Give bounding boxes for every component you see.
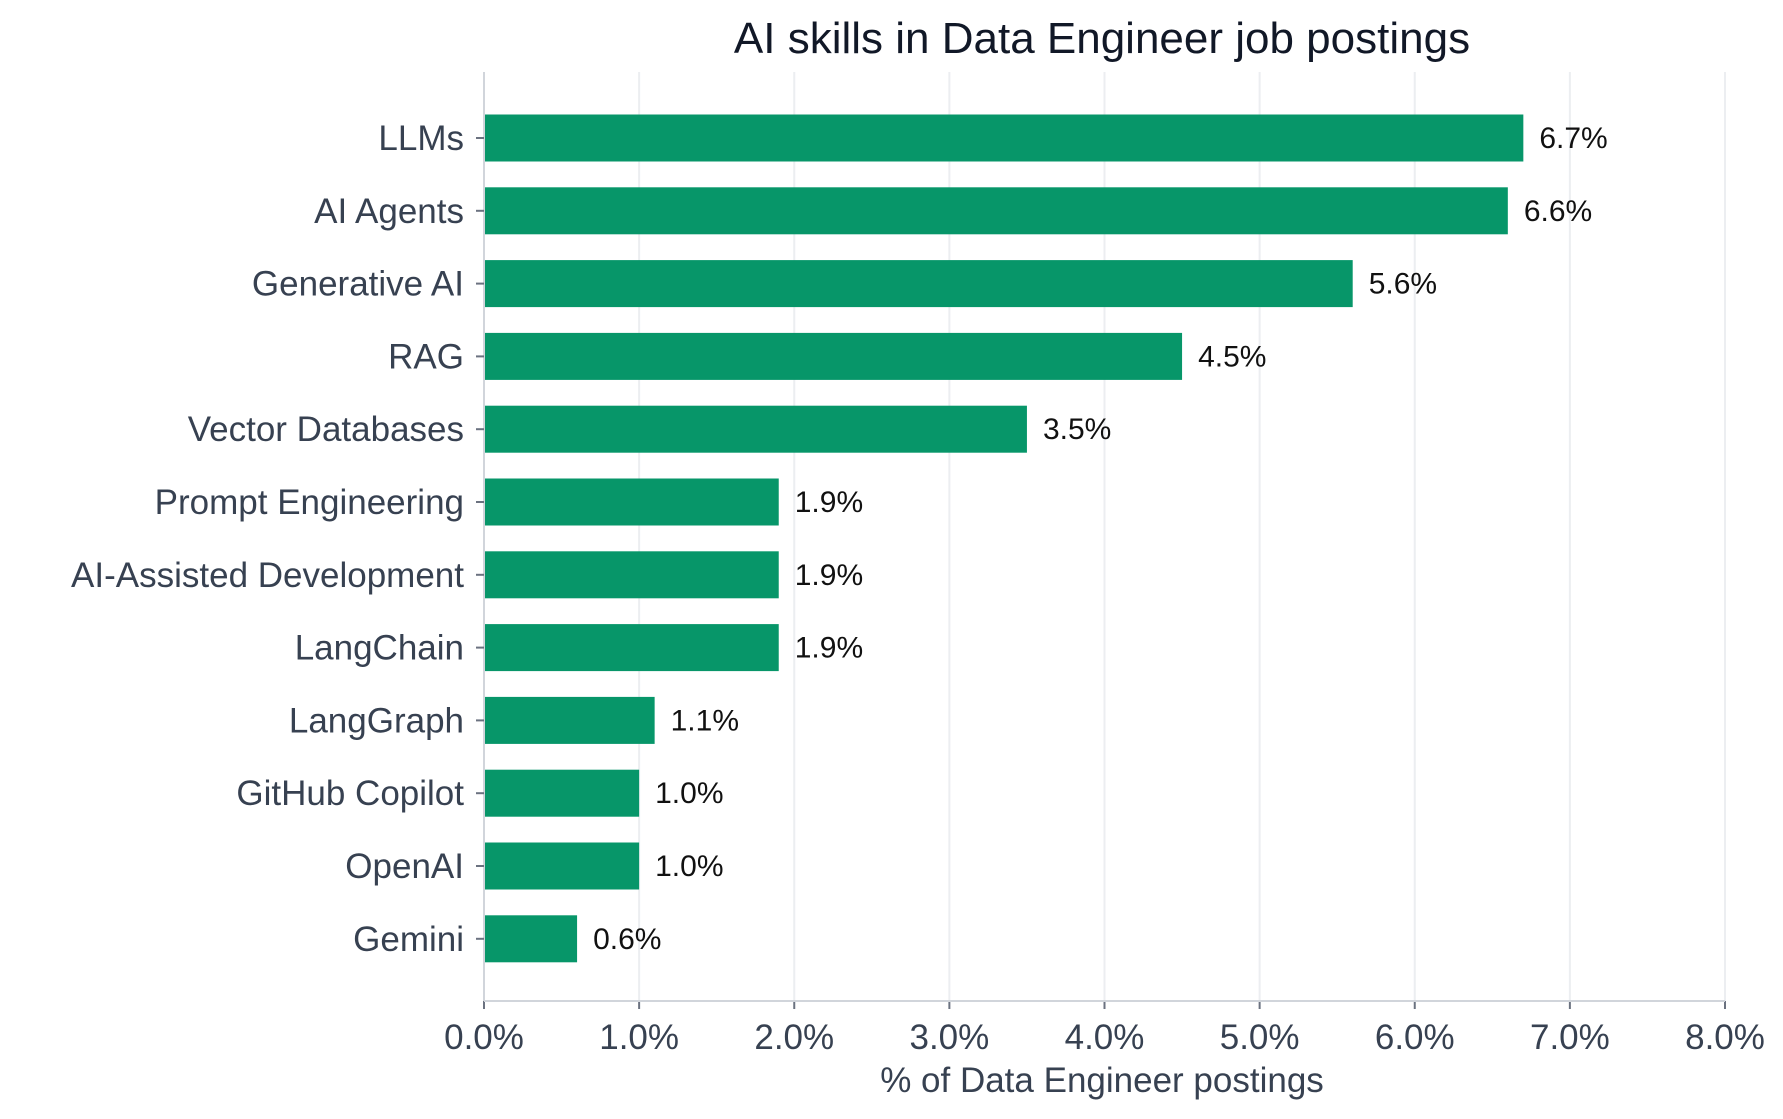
- category-label: OpenAI: [345, 847, 464, 886]
- data-label: 1.0%: [655, 777, 723, 810]
- data-label: 5.6%: [1369, 268, 1437, 301]
- category-label: Vector Databases: [188, 410, 464, 449]
- bars: [485, 114, 1524, 963]
- x-tick-label: 2.0%: [754, 1018, 834, 1057]
- data-label: 1.9%: [795, 632, 863, 665]
- category-label: AI-Assisted Development: [71, 556, 464, 595]
- bar: [485, 260, 1353, 308]
- bar: [485, 551, 779, 599]
- x-tick-label: 8.0%: [1685, 1018, 1765, 1057]
- x-tick-label: 5.0%: [1220, 1018, 1300, 1057]
- data-label: 4.5%: [1198, 340, 1266, 373]
- bar: [485, 405, 1027, 453]
- x-tick-label: 6.0%: [1375, 1018, 1455, 1057]
- x-tick-label: 7.0%: [1530, 1018, 1610, 1057]
- data-label: 1.1%: [671, 704, 739, 737]
- bar: [485, 769, 640, 817]
- bar: [485, 478, 779, 526]
- x-tick-label: 4.0%: [1065, 1018, 1145, 1057]
- x-tick-label: 1.0%: [599, 1018, 679, 1057]
- data-label: 1.9%: [795, 486, 863, 519]
- category-label: LangGraph: [289, 701, 464, 740]
- category-label: Generative AI: [252, 265, 464, 304]
- labels: 0.0% 1.0% 2.0% 3.0% 4.0% 5.0% 6.0% 7.0% 8.0% LLMs…: [71, 119, 1765, 1057]
- bar: [485, 696, 655, 744]
- bar: [485, 332, 1183, 380]
- x-tick-label: 3.0%: [909, 1018, 989, 1057]
- chart-title: AI skills in Data Engineer job postings: [734, 14, 1470, 63]
- data-label: 0.6%: [593, 923, 661, 956]
- category-label: AI Agents: [314, 192, 464, 231]
- axes: [476, 72, 1726, 1009]
- data-label: 6.7%: [1539, 122, 1607, 155]
- category-label: RAG: [388, 337, 464, 376]
- bar: [485, 114, 1524, 162]
- category-label: Prompt Engineering: [155, 483, 464, 522]
- category-label: LLMs: [378, 119, 464, 158]
- data-label: 1.9%: [795, 559, 863, 592]
- bar: [485, 842, 640, 890]
- data-label: 6.6%: [1524, 195, 1592, 228]
- data-label: 3.5%: [1043, 413, 1111, 446]
- bar: [485, 915, 578, 963]
- category-label: GitHub Copilot: [236, 774, 464, 813]
- bar: [485, 187, 1508, 235]
- category-label: Gemini: [353, 920, 464, 959]
- x-tick-label: 0.0%: [444, 1018, 524, 1057]
- data-label: 1.0%: [655, 850, 723, 883]
- bar: [485, 624, 779, 672]
- x-axis-title: % of Data Engineer postings: [880, 1061, 1324, 1100]
- category-label: LangChain: [295, 629, 464, 668]
